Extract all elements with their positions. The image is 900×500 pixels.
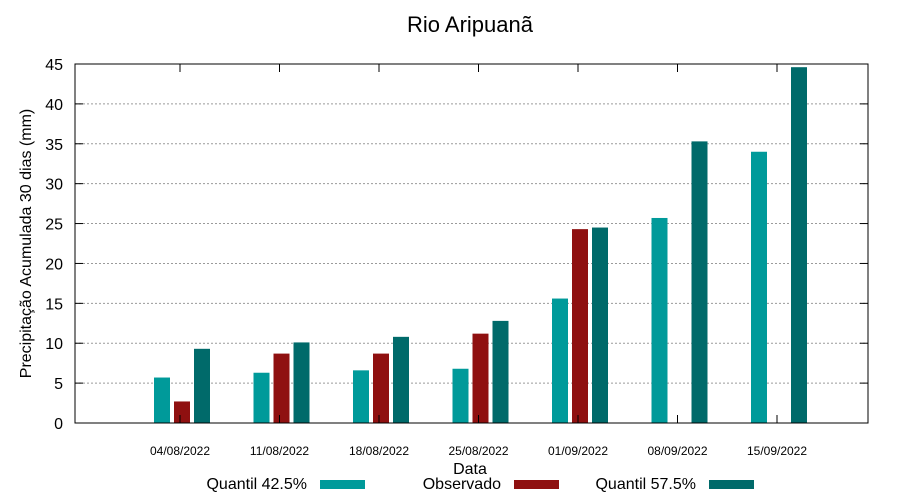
x-tick-label: 15/09/2022 <box>747 444 807 458</box>
bar-quantil-42-5-6 <box>651 217 668 423</box>
y-tick-label: 45 <box>45 57 63 74</box>
bar-quantil-42-5-7 <box>751 151 767 423</box>
bar-quantil-42-5-2 <box>253 372 270 423</box>
legend-swatch <box>514 480 559 489</box>
legend-swatch <box>709 480 754 489</box>
x-tick-label: 25/08/2022 <box>448 444 508 458</box>
legend-item: Observado <box>423 476 559 493</box>
x-axis-label: Data <box>453 461 487 478</box>
x-tick-label: 18/08/2022 <box>349 444 409 458</box>
bar-quantil-42-5-4 <box>452 368 469 423</box>
bar-quantil-42-5-5 <box>552 298 568 423</box>
bars <box>154 67 807 424</box>
bar-quantil-42-5-3 <box>353 370 369 423</box>
bar-observado-2 <box>273 353 290 423</box>
y-axis-ticks: 0 5 10 15 20 25 30 35 40 45 <box>45 57 868 433</box>
bar-quantil-57-5-4 <box>492 320 509 423</box>
bar-quantil-57-5-1 <box>194 348 210 423</box>
plot-frame <box>74 63 869 424</box>
y-tick-label: 15 <box>45 296 63 313</box>
bar-quantil-57-5-5 <box>592 227 608 423</box>
x-tick-label: 01/09/2022 <box>548 444 608 458</box>
y-tick-label: 5 <box>54 376 63 393</box>
bar-observado-1 <box>174 401 190 423</box>
y-tick-label: 20 <box>45 256 63 273</box>
x-axis-ticks: 04/08/2022 11/08/2022 18/08/2022 25/08/2022… <box>150 64 807 458</box>
legend: Quantil 42.5% Observado Quantil 57.5% <box>206 476 754 493</box>
bar-quantil-57-5-6 <box>691 141 708 423</box>
bar-quantil-57-5-7 <box>791 67 807 424</box>
chart-title: Rio Aripuanã <box>407 12 534 37</box>
y-tick-label: 35 <box>45 137 63 154</box>
y-tick-label: 30 <box>45 177 63 194</box>
bar-quantil-42-5-1 <box>154 377 170 423</box>
y-tick-label: 25 <box>45 217 63 234</box>
legend-label: Quantil 42.5% <box>206 476 307 493</box>
bar-observado-4 <box>472 333 489 423</box>
y-axis-label: Precipitação Acumulada 30 dias (mm) <box>18 109 35 378</box>
x-tick-label: 08/09/2022 <box>647 444 707 458</box>
x-tick-label: 11/08/2022 <box>250 444 309 458</box>
legend-label: Observado <box>423 476 501 493</box>
bar-observado-3 <box>373 353 389 423</box>
legend-item: Quantil 42.5% <box>206 476 365 493</box>
grid <box>75 103 868 384</box>
y-tick-label: 0 <box>54 416 63 433</box>
bar-quantil-57-5-2 <box>293 342 310 423</box>
legend-swatch <box>320 480 365 489</box>
legend-label: Quantil 57.5% <box>595 476 696 493</box>
x-tick-label: 04/08/2022 <box>150 444 210 458</box>
legend-item: Quantil 57.5% <box>595 476 754 493</box>
bar-quantil-57-5-3 <box>393 336 409 423</box>
bar-observado-5 <box>572 229 588 423</box>
y-tick-label: 10 <box>45 336 63 353</box>
y-tick-label: 40 <box>45 97 63 114</box>
